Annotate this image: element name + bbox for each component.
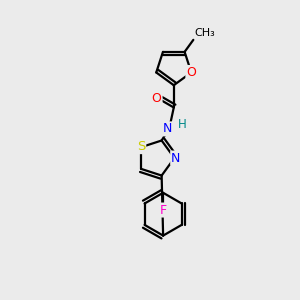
Text: F: F xyxy=(160,203,167,217)
Text: H: H xyxy=(177,118,186,131)
Text: O: O xyxy=(152,92,162,105)
Text: N: N xyxy=(163,122,172,135)
Text: N: N xyxy=(171,152,181,164)
Text: S: S xyxy=(137,140,145,153)
Text: CH₃: CH₃ xyxy=(195,28,216,38)
Text: O: O xyxy=(186,66,196,79)
